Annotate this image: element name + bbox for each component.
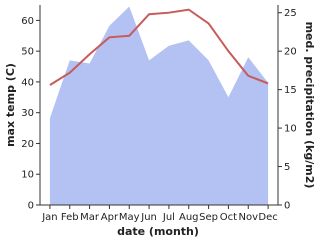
y2-tick-label: 10 <box>284 124 297 135</box>
y2-tick-label: 25 <box>284 8 297 19</box>
y-tick-label: 50 <box>21 47 34 58</box>
y2-tick-label: 15 <box>284 85 297 96</box>
y-axis-label: max temp (C) <box>4 63 17 147</box>
y-tick-label: 40 <box>21 77 34 88</box>
x-tick-label: Sep <box>199 212 218 223</box>
y-tick-label: 30 <box>21 108 34 119</box>
y2-axis-label: med. precipitation (kg/m2) <box>303 22 316 189</box>
y2-tick-label: 5 <box>284 162 290 173</box>
x-tick-label: May <box>119 212 140 223</box>
temp-line <box>49 8 269 86</box>
chart: date (month) max temp (C) med. precipita… <box>4 5 316 238</box>
x-tick-label: Nov <box>238 212 258 223</box>
x-tick-label: Dec <box>258 212 277 223</box>
y2-tick-label: 0 <box>284 201 290 212</box>
x-tick-label: Jul <box>162 212 175 223</box>
x-tick-label: Mar <box>80 212 100 223</box>
y2-tick-label: 20 <box>284 47 297 58</box>
x-tick-label: Feb <box>61 212 79 223</box>
x-tick-label: Jun <box>140 212 157 223</box>
x-tick-label: Jan <box>41 212 57 223</box>
x-tick-label: Apr <box>101 212 119 223</box>
x-axis-label: date (month) <box>117 225 199 238</box>
y-tick-label: 20 <box>21 139 34 150</box>
x-tick-label: Oct <box>220 212 237 223</box>
y-tick-label: 0 <box>28 201 34 212</box>
x-tick-label: Aug <box>179 212 199 223</box>
y-tick-label: 60 <box>21 16 34 27</box>
y-tick-label: 10 <box>21 170 34 181</box>
precipitation-area <box>49 6 269 205</box>
